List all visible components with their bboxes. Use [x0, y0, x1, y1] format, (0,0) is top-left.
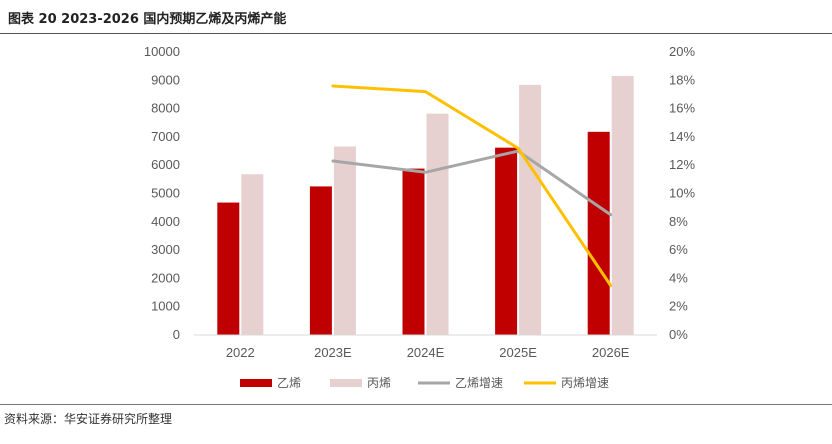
- x-axis-ticks: 2022 2023E 2024E 2025E 2026E: [226, 345, 630, 360]
- bar-propylene: [519, 84, 542, 335]
- bar-propylene: [333, 146, 356, 335]
- bar-propylene: [241, 174, 264, 335]
- right-axis-ticks: 0% 2% 4% 6% 8% 10% 12% 14% 16% 18% 20%: [669, 44, 695, 342]
- y2-tick-label: 16%: [669, 101, 695, 116]
- bar-ethylene: [587, 131, 610, 335]
- source-note: 资料来源：华安证券研究所整理: [4, 412, 173, 426]
- bar-ethylene: [495, 147, 518, 335]
- y-tick-label: 7000: [151, 129, 180, 144]
- bar-ethylene: [402, 168, 425, 335]
- bar-ethylene: [309, 186, 332, 335]
- x-tick-label: 2026E: [592, 345, 630, 360]
- line-ethylene-growth: [331, 149, 613, 217]
- y2-tick-label: 8%: [669, 214, 688, 229]
- bar-series: [217, 76, 634, 336]
- y-tick-label: 10000: [144, 44, 180, 59]
- legend-label: 丙烯: [367, 376, 391, 390]
- y2-tick-label: 12%: [669, 157, 695, 172]
- y2-tick-label: 10%: [669, 186, 695, 201]
- y-tick-label: 1000: [151, 299, 180, 314]
- x-tick-label: 2023E: [314, 345, 352, 360]
- legend-label: 乙烯增速: [455, 376, 503, 390]
- chart: 0 1000 2000 3000 4000 5000 6000 7000 8000 9000 100…: [144, 44, 696, 390]
- y-tick-label: 9000: [151, 72, 180, 87]
- y-tick-label: 8000: [151, 101, 180, 116]
- y2-tick-label: 20%: [669, 44, 695, 59]
- y2-tick-label: 6%: [669, 242, 688, 257]
- bar-ethylene: [217, 202, 240, 335]
- bar-propylene: [611, 76, 634, 336]
- y-tick-label: 6000: [151, 157, 180, 172]
- legend-swatch: [240, 379, 272, 387]
- x-tick-label: 2024E: [407, 345, 445, 360]
- y-tick-label: 0: [173, 327, 180, 342]
- y-tick-label: 5000: [151, 186, 180, 201]
- line-propylene-growth: [331, 84, 613, 287]
- y2-tick-label: 18%: [669, 72, 695, 87]
- legend-label: 丙烯增速: [561, 376, 609, 390]
- y2-tick-label: 0%: [669, 327, 688, 342]
- y-tick-label: 4000: [151, 214, 180, 229]
- title-rule: [0, 33, 832, 34]
- y-tick-label: 2000: [151, 270, 180, 285]
- y2-tick-label: 2%: [669, 299, 688, 314]
- y2-tick-label: 14%: [669, 129, 695, 144]
- x-tick-label: 2025E: [499, 345, 537, 360]
- left-axis-ticks: 0 1000 2000 3000 4000 5000 6000 7000 8000 9000 100…: [144, 44, 180, 342]
- legend-swatch: [330, 379, 362, 387]
- source-rule: [0, 404, 832, 405]
- y2-tick-label: 4%: [669, 270, 688, 285]
- x-tick-label: 2022: [226, 345, 255, 360]
- bar-propylene: [426, 113, 449, 335]
- figure-title: 图表 20 2023-2026 国内预期乙烯及丙烯产能: [8, 12, 287, 27]
- line-series: [331, 84, 613, 287]
- legend: 乙烯 丙烯 乙烯增速 丙烯增速: [240, 376, 609, 390]
- y-tick-label: 3000: [151, 242, 180, 257]
- legend-label: 乙烯: [277, 376, 301, 390]
